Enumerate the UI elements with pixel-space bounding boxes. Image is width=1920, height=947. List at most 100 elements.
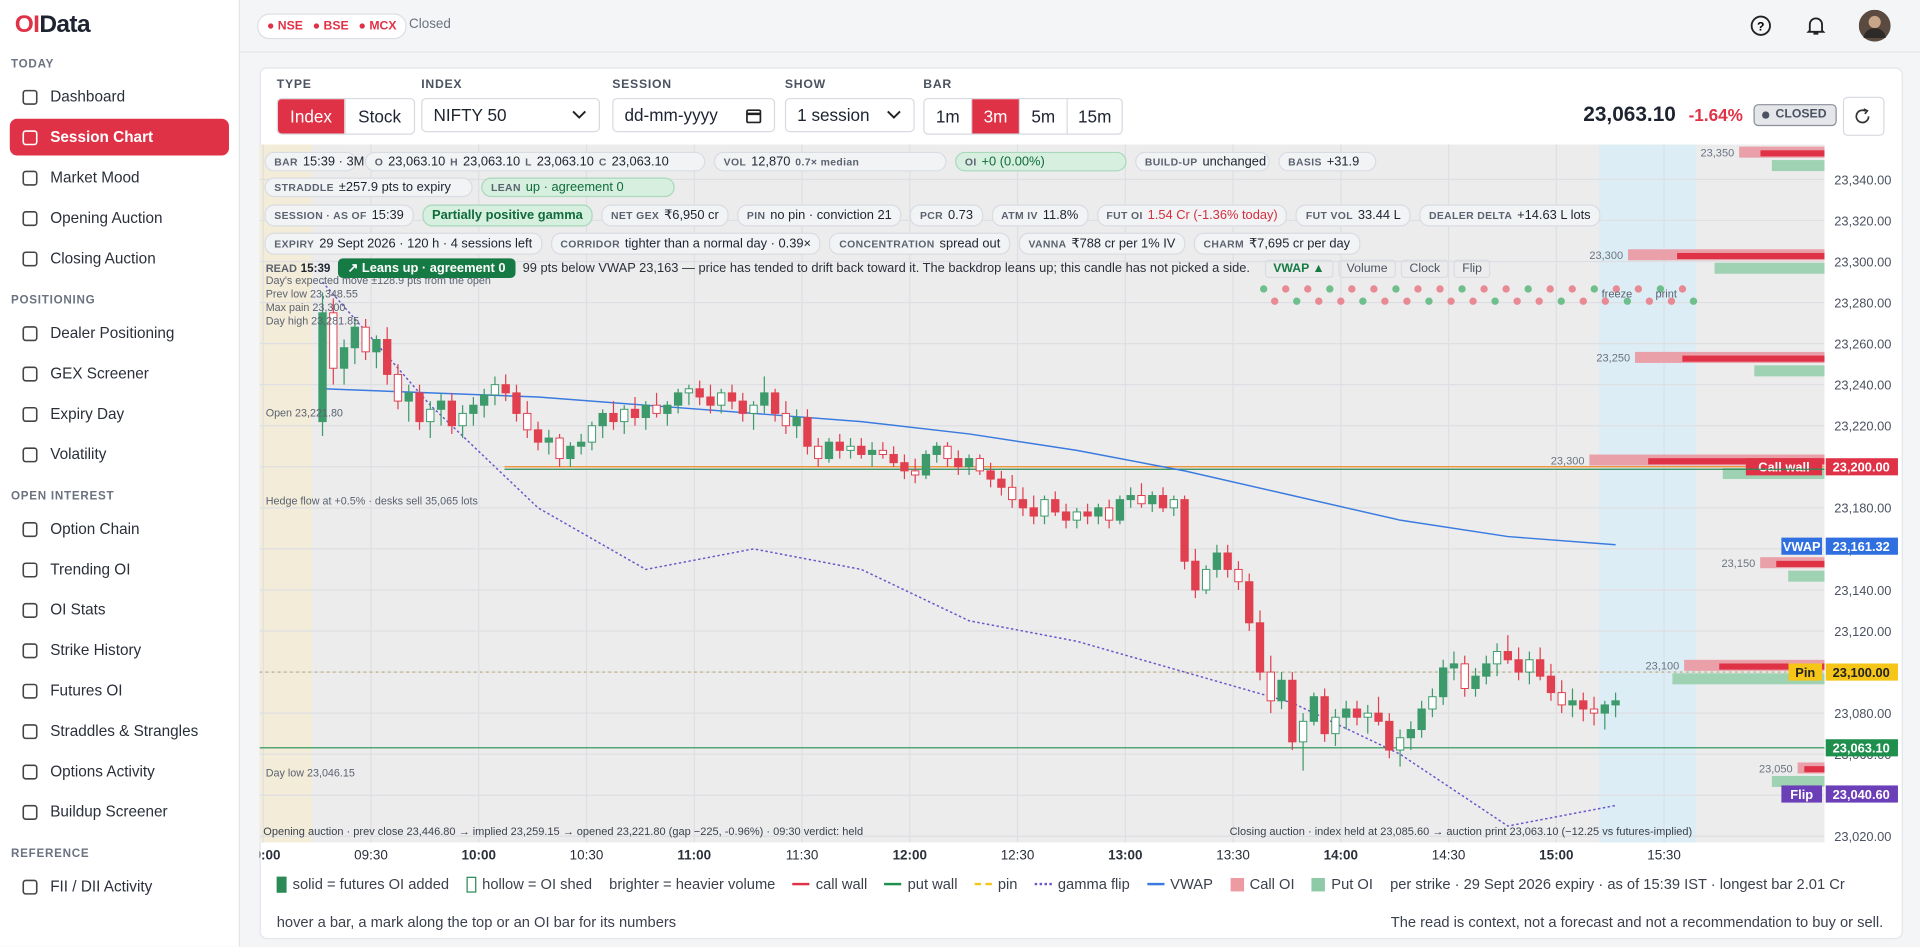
logo[interactable]: OIData: [15, 11, 91, 39]
nav-item[interactable]: Buildup Screener: [10, 793, 229, 830]
svg-text:?: ?: [1757, 20, 1764, 34]
nav-item[interactable]: FII / DII Activity: [10, 868, 229, 905]
nav-label: OI Stats: [50, 601, 106, 619]
bar-option[interactable]: 3m: [972, 99, 1021, 134]
signal-dot: [1271, 297, 1279, 305]
signal-dot: [1480, 285, 1488, 293]
strike-label: 23,300: [1551, 455, 1585, 467]
signal-dot: [1601, 297, 1609, 305]
type-option[interactable]: Index: [277, 99, 346, 134]
closed-badge: CLOSED: [1753, 104, 1837, 127]
chip-value: up · agreement 0: [525, 180, 624, 195]
bar-option[interactable]: 15m: [1078, 106, 1112, 127]
nav-item[interactable]: Dealer Positioning: [10, 315, 229, 352]
candle-body: [566, 445, 575, 460]
signal-dot: [1447, 297, 1455, 305]
nav-item[interactable]: Trending OI: [10, 551, 229, 588]
nav-item[interactable]: Strike History: [10, 632, 229, 669]
candle-body: [458, 412, 467, 427]
nav-item[interactable]: Market Mood: [10, 159, 229, 196]
signal-dot: [1502, 285, 1510, 293]
nav-item[interactable]: Opening Auction: [10, 200, 229, 237]
show-value: 1 session: [797, 105, 870, 125]
candle-body: [1352, 708, 1362, 718]
nav-item[interactable]: Option Chain: [10, 511, 229, 548]
nav-icon: [22, 723, 38, 739]
candle-body: [1385, 720, 1394, 751]
session-input[interactable]: dd-mm-yyyy: [612, 97, 776, 133]
nav-item[interactable]: Volatility: [10, 436, 229, 473]
level-badge: [1825, 537, 1898, 555]
chip: DEALER DELTA +14.63 L lots: [1419, 204, 1601, 227]
refresh-button[interactable]: [1842, 96, 1885, 136]
help-icon[interactable]: ?: [1750, 15, 1772, 37]
logo-b: Data: [39, 11, 90, 38]
nav-item[interactable]: Futures OI: [10, 672, 229, 709]
candle-body: [1611, 700, 1620, 706]
candle-body: [404, 392, 413, 402]
strike-label: 23,350: [1701, 147, 1735, 159]
signal-dot: [1425, 297, 1433, 305]
level-name-badge: [1781, 537, 1823, 555]
icon-shape: [22, 683, 38, 699]
nav-item[interactable]: Dashboard: [10, 78, 229, 115]
toggle[interactable]: Flip: [1453, 258, 1491, 278]
nav-item[interactable]: Straddles & Strangles: [10, 713, 229, 750]
avatar[interactable]: [1858, 9, 1891, 42]
legend-swatch: [1034, 882, 1052, 886]
signal-dot: [1370, 285, 1378, 293]
toggle[interactable]: Volume: [1338, 258, 1397, 278]
show-label: SHOW: [784, 78, 826, 92]
nav-icon: [22, 804, 38, 820]
nav-item[interactable]: Expiry Day: [10, 396, 229, 433]
legend-text: call wall: [815, 875, 868, 893]
candle-body: [1029, 507, 1038, 517]
level-name: VWAP: [1783, 539, 1821, 554]
toggle[interactable]: Clock: [1400, 258, 1449, 278]
nav-icon: [22, 89, 38, 105]
toggle[interactable]: VWAP ▲: [1264, 258, 1334, 278]
nav-item[interactable]: Closing Auction: [10, 240, 229, 277]
level-badge: [1825, 458, 1898, 476]
legend: solid = futures OI added hollow = OI shed…: [276, 875, 1845, 893]
section-title: TODAY: [11, 57, 55, 72]
x-tick-label: 09:30: [354, 848, 388, 863]
bar-option[interactable]: 5m: [1020, 99, 1068, 134]
type-option[interactable]: Stock: [358, 106, 402, 127]
chip: ATM IV 11.8%: [991, 204, 1089, 227]
legend-text: solid = futures OI added: [292, 875, 450, 893]
chip-value: ₹6,950 cr: [664, 208, 719, 223]
nav-item[interactable]: Session Chart: [9, 118, 229, 156]
candle-body: [770, 392, 780, 414]
legend-text: gamma flip: [1057, 875, 1130, 893]
icon-shape: [22, 602, 38, 618]
index-select[interactable]: NIFTY 50: [421, 97, 601, 133]
candle-body: [1083, 511, 1092, 517]
candle-body: [1072, 511, 1081, 521]
nav-item[interactable]: GEX Screener: [10, 355, 229, 392]
chip: OI +0 (0.00%): [955, 151, 1127, 172]
y-tick-label: 23,020.00: [1834, 829, 1891, 844]
candle-body: [749, 404, 758, 414]
x-tick-label: 14:30: [1432, 848, 1466, 863]
legend-text: VWAP: [1170, 875, 1213, 893]
nav-label: Expiry Day: [50, 405, 125, 423]
chip-value: 29 Sept 2026 · 120 h · 4 sessions left: [319, 236, 533, 252]
show-select[interactable]: 1 session: [784, 97, 915, 133]
chip-row: BAR 15:39 · 3M O 23,063.10 H 23,063.10 L 23,063…: [264, 151, 1377, 172]
bar-option[interactable]: 1m: [924, 99, 973, 134]
candle-body: [760, 392, 769, 406]
type-toggle: Index Stock: [276, 97, 416, 135]
candle-body: [1589, 708, 1599, 714]
signal-dot: [1524, 285, 1532, 293]
bell-icon[interactable]: [1805, 15, 1827, 37]
nav-item[interactable]: Options Activity: [10, 753, 229, 790]
legend-text: Put OI: [1331, 875, 1373, 893]
level-value: 23,063.10: [1833, 741, 1890, 756]
candle-body: [695, 388, 704, 398]
chip: CORRIDOR tighter than a normal day · 0.39…: [550, 232, 821, 255]
nav-item[interactable]: OI Stats: [10, 591, 229, 628]
price-change: -1.64%: [1688, 105, 1743, 125]
nav-icon: [22, 210, 38, 226]
